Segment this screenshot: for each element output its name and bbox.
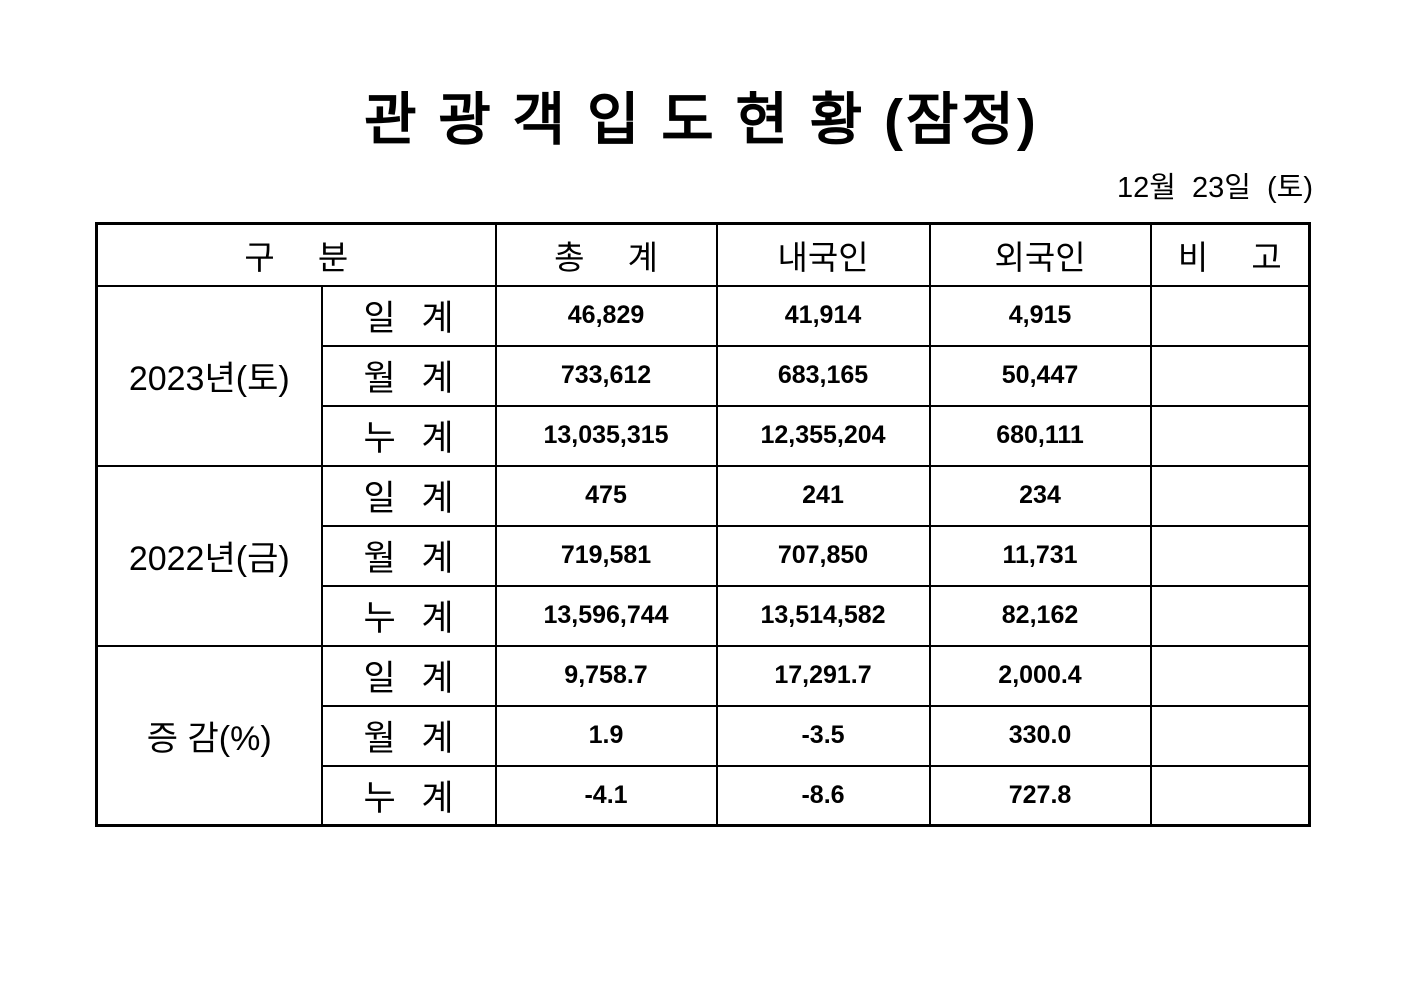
value-total: 9,758.7 (494, 644, 718, 707)
value-total: 13,596,744 (494, 584, 718, 647)
row-label-daily: 일 계 (320, 284, 497, 347)
value-foreign: 2,000.4 (928, 644, 1152, 707)
table-row: 월 계 1.9 -3.5 330.0 (97, 704, 1311, 767)
header-domestic: 내국인 (715, 222, 931, 287)
value-foreign: 234 (928, 464, 1152, 527)
value-domestic: -8.6 (715, 764, 931, 827)
value-total: 46,829 (494, 284, 718, 347)
value-total: 733,612 (494, 344, 718, 407)
table-row: 월 계 733,612 683,165 50,447 (97, 344, 1311, 407)
row-label-monthly: 월 계 (320, 344, 497, 407)
remarks-cell (1149, 344, 1311, 407)
remarks-cell (1149, 704, 1311, 767)
row-label-monthly: 월 계 (320, 704, 497, 767)
value-total: 719,581 (494, 524, 718, 587)
remarks-cell (1149, 584, 1311, 647)
row-label-cumulative: 누 계 (320, 404, 497, 467)
remarks-cell (1149, 464, 1311, 527)
value-domestic: 13,514,582 (715, 584, 931, 647)
value-foreign: 11,731 (928, 524, 1152, 587)
value-foreign: 330.0 (928, 704, 1152, 767)
group-label-2022: 2022년(금) (95, 464, 323, 647)
remarks-cell (1149, 404, 1311, 467)
value-foreign: 4,915 (928, 284, 1152, 347)
header-category: 구 분 (95, 222, 497, 287)
value-domestic: 707,850 (715, 524, 931, 587)
row-label-cumulative: 누 계 (320, 764, 497, 827)
value-domestic: 683,165 (715, 344, 931, 407)
table-row: 누 계 13,035,315 12,355,204 680,111 (97, 404, 1311, 467)
header-foreign: 외국인 (928, 222, 1152, 287)
value-total: 13,035,315 (494, 404, 718, 467)
table-row: 누 계 13,596,744 13,514,582 82,162 (97, 584, 1311, 647)
value-total: 475 (494, 464, 718, 527)
value-domestic: -3.5 (715, 704, 931, 767)
group-label-2023: 2023년(토) (95, 284, 323, 467)
table-row: 누 계 -4.1 -8.6 727.8 (97, 764, 1311, 827)
page-title: 관 광 객 입 도 현 황 (잠정) (364, 88, 1039, 152)
value-domestic: 17,291.7 (715, 644, 931, 707)
value-total: -4.1 (494, 764, 718, 827)
table-row: 증 감(%) 일 계 9,758.7 17,291.7 2,000.4 (95, 644, 1311, 827)
row-label-daily: 일 계 (320, 644, 497, 707)
header-total: 총 계 (494, 222, 718, 287)
table-row: 2023년(토) 일 계 46,829 41,914 4,915 (95, 284, 1311, 467)
row-label-daily: 일 계 (320, 464, 497, 527)
table-row: 월 계 719,581 707,850 11,731 (97, 524, 1311, 587)
row-label-monthly: 월 계 (320, 524, 497, 587)
remarks-cell (1149, 284, 1311, 347)
remarks-cell (1149, 764, 1311, 827)
table-row: 2022년(금) 일 계 475 241 234 (95, 464, 1311, 647)
value-domestic: 41,914 (715, 284, 931, 347)
row-label-cumulative: 누 계 (320, 584, 497, 647)
value-domestic: 241 (715, 464, 931, 527)
value-foreign: 727.8 (928, 764, 1152, 827)
remarks-cell (1149, 644, 1311, 707)
value-foreign: 680,111 (928, 404, 1152, 467)
value-foreign: 82,162 (928, 584, 1152, 647)
table-header-row: 구 분 총 계 내국인 외국인 비 고 (95, 222, 1311, 287)
value-total: 1.9 (494, 704, 718, 767)
header-remarks: 비 고 (1149, 222, 1311, 287)
tourist-arrival-table: 구 분 총 계 내국인 외국인 비 고 2023년(토) 일 계 46,829 … (95, 222, 1312, 828)
value-foreign: 50,447 (928, 344, 1152, 407)
group-label-change: 증 감(%) (95, 644, 323, 827)
report-date: 12월 23일 (토) (1117, 172, 1313, 205)
value-domestic: 12,355,204 (715, 404, 931, 467)
remarks-cell (1149, 524, 1311, 587)
